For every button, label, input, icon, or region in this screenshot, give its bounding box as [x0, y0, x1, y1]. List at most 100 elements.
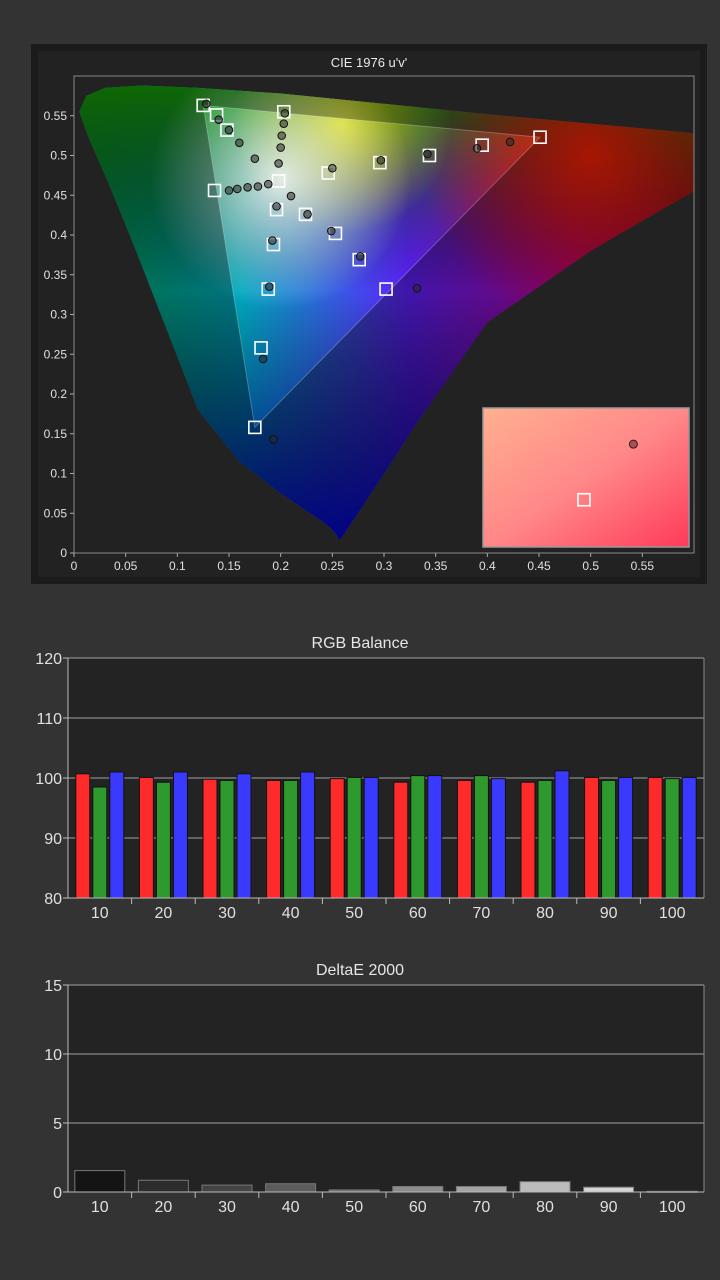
measured-circle-marker: [253, 182, 263, 191]
deltae-x-tick-label: 100: [659, 1199, 686, 1216]
measured-circle-marker: [265, 282, 274, 291]
cie-y-tick-label: 0.45: [44, 188, 68, 202]
rgb-bar: [155, 781, 171, 899]
measured-circle-marker: [224, 186, 234, 195]
cie-y-tick-label: 0.5: [50, 149, 67, 163]
cie-x-tick-label: 0: [71, 559, 78, 573]
measured-circle-marker: [327, 226, 336, 236]
rgb-y-tick-label: 110: [36, 711, 62, 728]
measured-circle-marker: [250, 154, 260, 163]
cie-y-tick-label: 0.25: [44, 347, 68, 361]
rgb-bar: [329, 778, 345, 899]
deltae-bar: [519, 1181, 571, 1193]
deltae-bar: [201, 1184, 253, 1193]
rgb-bar: [410, 775, 426, 899]
rgb-x-tick-label: 70: [473, 905, 491, 922]
rgb-x-tick-label: 80: [536, 905, 554, 922]
deltae-x-tick-label: 10: [91, 1199, 109, 1216]
rgb-y-tick-label: 100: [35, 771, 62, 788]
rgb-x-tick-label: 60: [409, 905, 427, 922]
rgb-bar: [490, 778, 506, 899]
deltae-bar: [265, 1183, 317, 1193]
deltae-x-tick-label: 60: [409, 1199, 427, 1216]
rgb-bar: [75, 773, 91, 899]
rgb-bar: [681, 776, 697, 899]
rgb-bar: [138, 776, 154, 899]
cie-x-tick-label: 0.55: [631, 559, 655, 573]
rgb-bar: [219, 779, 235, 899]
target-square-marker: [271, 174, 286, 188]
rgb-bar: [647, 776, 663, 899]
deltae-title: DeltaE 2000: [315, 962, 405, 979]
measured-circle-marker: [274, 159, 283, 168]
deltae-y-tick-label: 10: [44, 1047, 62, 1064]
deltae-chart: 0 5 10 15 10 20 30 40 50 60 70 80 90 100: [44, 978, 705, 1216]
cie-y-tick-label: 0.05: [44, 506, 68, 520]
cie-y-tick-label: 0.55: [44, 109, 68, 123]
measured-circle-marker: [272, 202, 281, 211]
deltae-bar: [455, 1185, 507, 1193]
rgb-balance-chart: 80 90 100 110 120 10 20 30 40 50 60 70 80 90 100: [35, 651, 705, 922]
cie-x-tick-label: 0.3: [376, 559, 393, 573]
rgb-bar: [584, 776, 600, 899]
measured-circle-marker: [279, 119, 289, 128]
measured-circle-marker: [201, 99, 211, 109]
cie-y-tick-label: 0.4: [50, 228, 67, 242]
cie-y-tick-label: 0.35: [44, 268, 68, 282]
deltae-x-tick-label: 50: [345, 1199, 363, 1216]
rgb-y-tick-label: 90: [44, 831, 62, 848]
rgb-bar: [537, 779, 553, 899]
deltae-y-tick-label: 0: [53, 1185, 62, 1202]
measured-circle-marker: [286, 191, 296, 201]
rgb-x-tick-label: 90: [600, 905, 618, 922]
cie-y-tick-label: 0.3: [50, 308, 67, 322]
measured-circle-marker: [412, 283, 422, 293]
cie-x-tick-label: 0.45: [527, 559, 551, 573]
measured-circle-marker: [376, 155, 386, 165]
target-square-marker: [321, 166, 336, 180]
deltae-y-tick-label: 15: [44, 978, 62, 995]
deltae-bar: [583, 1186, 635, 1193]
rgb-x-tick-label: 50: [345, 905, 363, 922]
rgb-bar: [427, 775, 443, 899]
rgb-bar: [393, 781, 409, 899]
rgb-balance-title: RGB Balance: [311, 635, 409, 652]
rgb-bar: [601, 779, 617, 899]
measured-circle-marker: [328, 163, 337, 173]
measured-circle-marker: [303, 210, 312, 219]
cie-chart-area: CIE 1976 u'v' 0 0.05 0.1 0.15 0.2 0.25 0.3 0.35…: [38, 51, 700, 577]
cie-chart-panel: CIE 1976 u'v' 0 0.05 0.1 0.15 0.2 0.25 0.3 0.35…: [31, 44, 707, 584]
target-square-marker: [533, 130, 547, 145]
target-square-marker: [276, 104, 291, 119]
rgb-x-tick-label: 100: [659, 905, 686, 922]
deltae-bar: [137, 1179, 189, 1193]
target-square-marker: [207, 183, 222, 198]
rgb-bar: [236, 773, 252, 899]
rgb-x-tick-label: 40: [282, 905, 300, 922]
cie-zoom-inset: [482, 407, 690, 548]
measured-circle-marker: [472, 144, 482, 153]
rgb-x-tick-label: 10: [91, 905, 109, 922]
rgb-bar: [172, 771, 188, 899]
target-square-marker: [379, 282, 393, 296]
rgb-bar: [283, 779, 299, 899]
cie-y-tick-label: 0.2: [50, 387, 67, 401]
measured-circle-marker: [263, 179, 273, 189]
rgb-bar: [520, 781, 536, 899]
measured-circle-marker: [423, 149, 432, 159]
cie-x-tick-label: 0.5: [582, 559, 599, 573]
rgb-y-tick-label: 80: [44, 891, 62, 908]
cie-x-tick-label: 0.2: [272, 559, 289, 573]
measured-circle-marker: [276, 143, 285, 152]
cie-x-tick-label: 0.1: [169, 559, 186, 573]
cie-chart-title: CIE 1976 u'v': [330, 55, 408, 70]
rgb-x-tick-label: 20: [155, 905, 173, 922]
deltae-x-tick-label: 70: [473, 1199, 491, 1216]
measured-circle-marker: [258, 354, 268, 364]
cie-x-tick-label: 0.4: [479, 559, 496, 573]
measured-circle-marker: [269, 435, 278, 444]
rgb-bar: [554, 770, 570, 899]
measured-circle-marker: [268, 236, 277, 245]
deltae-x-tick-label: 80: [536, 1199, 554, 1216]
measured-circle-marker: [214, 115, 223, 125]
